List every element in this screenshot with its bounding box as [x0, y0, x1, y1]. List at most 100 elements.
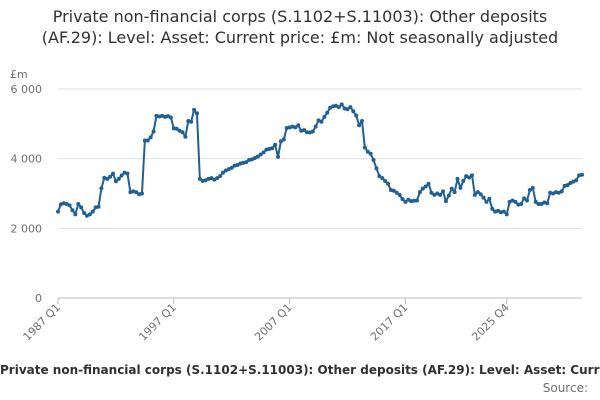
data-point: [484, 199, 489, 204]
data-point: [412, 198, 417, 203]
data-point: [565, 183, 570, 188]
data-point: [348, 105, 353, 110]
data-point: [79, 205, 84, 210]
data-point: [345, 107, 350, 112]
data-point: [310, 129, 315, 134]
data-point: [293, 125, 298, 130]
data-point: [455, 176, 460, 181]
data-point: [339, 102, 344, 107]
data-point: [354, 113, 359, 118]
data-point: [221, 170, 226, 175]
data-point: [151, 129, 156, 134]
data-point: [99, 186, 104, 191]
data-point: [180, 130, 185, 135]
data-point: [197, 176, 202, 181]
data-point: [76, 201, 81, 206]
data-point: [261, 150, 266, 155]
data-point: [386, 181, 391, 186]
data-point: [278, 139, 283, 144]
data-point: [409, 199, 414, 204]
data-point: [270, 146, 275, 151]
data-point: [139, 191, 144, 196]
data-point: [429, 190, 434, 195]
data-point: [258, 152, 263, 157]
data-point: [67, 203, 72, 208]
data-point: [142, 138, 147, 143]
data-point: [467, 175, 472, 180]
data-point: [70, 208, 75, 213]
data-point: [73, 212, 78, 217]
data-point: [192, 107, 197, 112]
y-tick-label: 2 000: [11, 222, 43, 235]
y-axis-unit-label: £m: [10, 68, 28, 81]
data-point: [229, 165, 234, 170]
data-point: [171, 126, 176, 131]
data-point: [403, 199, 408, 204]
data-point: [359, 119, 364, 124]
data-point: [255, 154, 260, 159]
data-point: [119, 173, 124, 178]
data-point: [194, 111, 199, 116]
data-point: [519, 201, 524, 206]
data-point: [452, 190, 457, 195]
data-point: [383, 178, 388, 183]
data-point: [426, 181, 431, 186]
data-point: [559, 189, 564, 194]
data-point: [533, 199, 538, 204]
chart-title: Private non-financial corps (S.1102+S.11…: [41, 7, 559, 47]
data-point: [441, 189, 446, 194]
data-point: [105, 176, 110, 181]
data-point: [313, 124, 318, 129]
data-point: [304, 130, 309, 135]
data-point: [438, 192, 443, 197]
data-point: [365, 149, 370, 154]
data-point: [281, 137, 286, 142]
data-point: [417, 190, 422, 195]
data-point: [273, 142, 278, 147]
data-point: [490, 206, 495, 211]
data-point: [319, 119, 324, 124]
data-point: [336, 105, 341, 110]
data-point: [475, 190, 480, 195]
footer-caption: Private non-financial corps (S.1102+S.11…: [0, 363, 600, 377]
data-point: [472, 192, 477, 197]
x-tick-label: 2017 Q1: [368, 301, 411, 344]
data-point: [420, 186, 425, 191]
data-point: [446, 193, 451, 198]
data-point: [108, 174, 113, 179]
data-point: [183, 134, 188, 139]
data-point: [371, 158, 376, 163]
data-point: [351, 109, 356, 114]
data-point: [322, 114, 327, 119]
data-point: [449, 186, 454, 191]
data-point: [296, 123, 301, 128]
data-point: [325, 110, 330, 115]
data-point: [443, 199, 448, 204]
data-point: [174, 126, 179, 131]
x-tick-label: 1987 Q1: [21, 301, 64, 344]
data-point: [530, 185, 535, 190]
data-point: [148, 135, 153, 140]
y-tick-label: 6 000: [11, 83, 43, 96]
data-point: [56, 209, 60, 214]
data-point: [536, 201, 541, 206]
x-tick-label: 2007 Q1: [252, 301, 295, 344]
footer-source: Source:: [542, 381, 588, 395]
data-point: [87, 212, 92, 217]
data-point: [362, 145, 367, 150]
data-point: [125, 171, 130, 176]
data-point: [134, 190, 139, 195]
data-point: [504, 212, 509, 217]
x-tick-label: 2025 Q4: [469, 301, 512, 344]
data-point: [215, 176, 220, 181]
data-point: [218, 174, 223, 179]
data-point: [391, 188, 396, 193]
data-point: [522, 196, 527, 201]
data-point: [302, 128, 307, 133]
data-point: [513, 199, 518, 204]
data-point: [458, 185, 463, 190]
data-point: [276, 154, 281, 159]
data-point: [374, 166, 379, 171]
data-point: [145, 138, 150, 143]
